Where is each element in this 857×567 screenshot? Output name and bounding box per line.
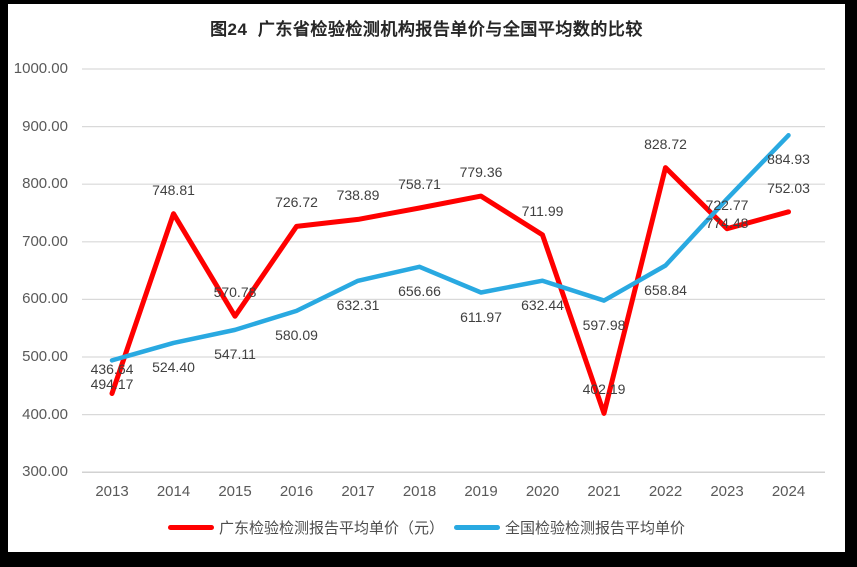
x-axis-tick-label: 2021 [587,483,621,500]
data-label: 748.81 [152,181,195,198]
x-axis-tick-label: 2018 [402,483,437,500]
chart-title: 图24 广东省检验检测机构报告单价与全国平均数的比较 [210,20,643,39]
y-axis-tick-label: 700.00 [22,232,68,250]
y-axis-tick-label: 800.00 [22,175,68,193]
legend-swatch-red-line [167,525,214,530]
data-label: 774.48 [705,214,749,231]
plot-area: 1000.00 900.00 800.00 700.00 600.00 500.00 400… [8,4,845,552]
data-label: 570.78 [213,284,257,301]
series-line-1 [109,133,791,363]
x-axis-tick-label: 2019 [464,483,498,500]
data-label: 580.09 [275,326,318,343]
x-axis-tick-label: 2023 [710,483,744,500]
data-label: 758.71 [398,175,441,192]
x-axis-tick-label: 2017 [341,483,375,500]
y-axis-tick-label: 500.00 [22,348,68,365]
data-label: 632.31 [336,296,380,313]
y-axis-tick-label: 400.00 [22,405,68,423]
data-label: 632.44 [521,296,564,313]
y-axis-tick-label: 1000.00 [13,60,68,77]
x-axis-tick-label: 2024 [771,483,806,500]
x-axis-tick-label: 2016 [279,483,314,500]
data-label: 779.36 [459,164,503,181]
y-axis-tick-label: 900.00 [22,117,68,135]
legend-label-guangdong: 广东检验检测报告平均单价（元） [218,520,444,537]
data-label: 752.03 [767,179,810,196]
data-label: 597.98 [582,316,626,333]
series-line-0 [109,165,791,416]
chart-page: 图24 广东省检验检测机构报告单价与全国平均数的比较 1000.00 900.00… [8,4,845,552]
legend: 广东检验检测报告平均单价（元） 全国检验检测报告平均单价 [8,517,845,538]
legend-item-national: 全国检验检测报告平均单价 [454,517,685,538]
legend-swatch-blue-line [454,525,500,530]
line-chart-svg [82,68,825,473]
x-axis-tick-label: 2015 [218,483,252,500]
data-label: 738.89 [336,187,380,204]
y-axis-tick-label: 600.00 [22,290,68,308]
x-axis-tick-label: 2022 [648,483,683,500]
data-label: 658.84 [644,281,687,298]
data-label: 402.19 [582,381,626,398]
data-label: 884.93 [767,151,810,168]
data-label: 547.11 [214,345,256,362]
data-label: 711.99 [521,202,564,219]
x-axis-tick-label: 2014 [156,483,191,500]
data-label: 436.64 [90,361,134,378]
legend-label-national: 全国检验检测报告平均单价 [505,520,686,537]
y-axis-tick-label: 300.00 [22,463,68,481]
data-label: 656.66 [398,282,441,299]
x-axis-tick-label: 2020 [525,483,560,500]
data-label: 524.40 [152,358,195,375]
data-label: 726.72 [275,194,318,211]
data-label: 611.97 [460,308,502,325]
data-label: 722.77 [705,196,749,213]
data-label: 494.17 [90,376,134,393]
legend-item-guangdong: 广东检验检测报告平均单价（元） [167,517,444,538]
x-axis-tick-label: 2013 [95,483,129,500]
data-label: 828.72 [644,135,687,152]
